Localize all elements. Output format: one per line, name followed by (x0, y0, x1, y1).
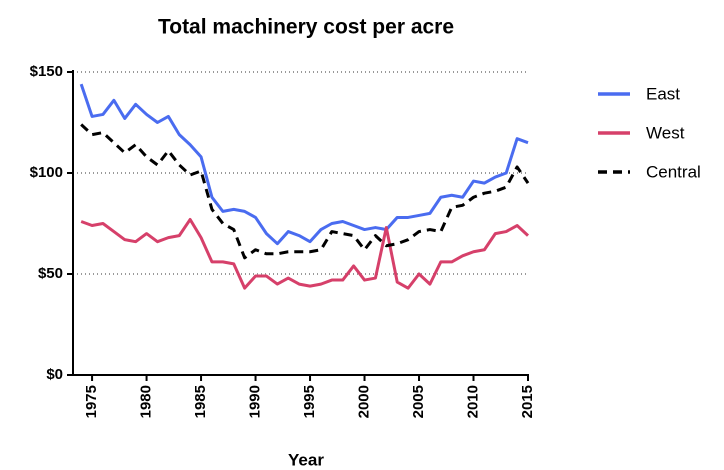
x-tick-label: 1990 (247, 385, 264, 418)
legend-label: East (646, 84, 680, 103)
chart-title: Total machinery cost per acre (158, 16, 454, 39)
series-line (79, 83, 529, 246)
x-axis-label: Year (288, 450, 324, 469)
series-line (80, 123, 530, 260)
x-tick-label: 1980 (138, 385, 155, 418)
series-line (80, 217, 530, 290)
legend-label: Central (646, 162, 701, 181)
x-tick-label: 1985 (192, 385, 209, 418)
y-tick-label: $50 (38, 265, 63, 282)
y-tick-label: $100 (30, 164, 63, 181)
x-tick-label: 2015 (519, 385, 536, 418)
y-tick-label: $150 (30, 63, 63, 80)
x-tick-label: 2005 (410, 385, 427, 418)
x-tick-label: 1995 (301, 385, 318, 418)
y-tick-label: $0 (46, 366, 63, 383)
x-tick-label: 1975 (83, 385, 100, 418)
legend-label: West (646, 123, 685, 142)
x-tick-label: 2000 (355, 385, 372, 418)
x-tick-label: 2010 (464, 385, 481, 418)
